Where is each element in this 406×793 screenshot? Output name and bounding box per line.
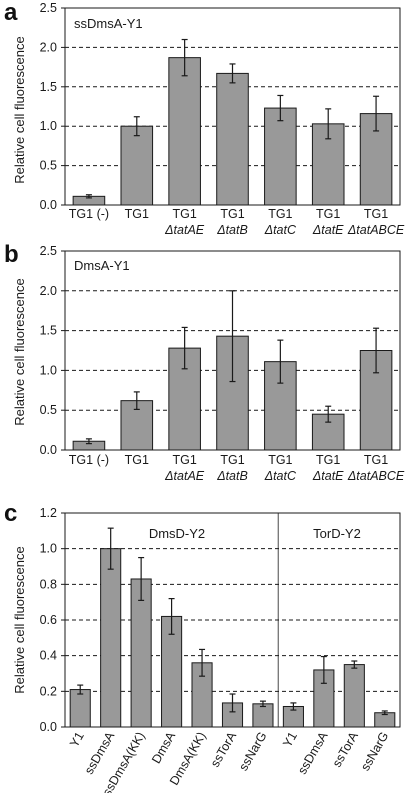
bar	[120, 125, 154, 206]
category-label: Y1	[280, 729, 300, 749]
panel-a-ylabel: Relative cell fluorescence	[12, 36, 27, 183]
category-label: TG1	[125, 453, 149, 467]
y-tick-label: 2.5	[40, 1, 57, 15]
y-tick-label: 0.8	[40, 577, 57, 591]
y-tick-label: 0.0	[40, 720, 57, 734]
category-label: TG1	[316, 453, 340, 467]
category-sublabel: ΔtatABCE	[347, 469, 405, 483]
y-tick-label: 1.0	[40, 119, 57, 133]
category-label: TG1	[125, 207, 149, 221]
category-sublabel: ΔtatE	[312, 469, 344, 483]
bar	[343, 664, 365, 728]
bar	[100, 548, 122, 728]
category-label: TG1	[364, 207, 388, 221]
y-tick-label: 2.0	[40, 284, 57, 298]
category-label: TG1	[220, 207, 244, 221]
y-tick-label: 0.2	[40, 684, 57, 698]
bar	[69, 689, 91, 728]
category-sublabel: ΔtatC	[264, 223, 297, 237]
bar	[264, 107, 297, 206]
y-tick-label: 0.4	[40, 649, 57, 663]
y-tick-label: 1.0	[40, 542, 57, 556]
y-tick-label: 1.5	[40, 324, 57, 338]
panel-a-label: a	[4, 0, 18, 26]
y-tick-label: 1.2	[40, 506, 57, 520]
category-label: ssNarG	[236, 730, 269, 774]
bar	[130, 578, 152, 728]
category-sublabel: ΔtatABCE	[347, 223, 405, 237]
category-label: TG1	[172, 453, 196, 467]
category-label: TG1	[268, 453, 292, 467]
category-sublabel: ΔtatAE	[164, 469, 205, 483]
panel-b-title: DmsA-Y1	[74, 258, 130, 273]
category-label: ssTorA	[330, 729, 362, 770]
panel-a: a ssDmsA-Y1 Relative cell fluorescence 0…	[4, 0, 405, 237]
panel-c-label: c	[4, 500, 17, 527]
category-sublabel: ΔtatB	[216, 223, 248, 237]
category-label: TG1	[364, 453, 388, 467]
category-label: ssTorA	[208, 729, 240, 770]
bar	[168, 57, 201, 206]
y-tick-label: 0.6	[40, 613, 57, 627]
category-label: Y1	[67, 729, 87, 749]
category-label: TG1	[268, 207, 292, 221]
category-sublabel: ΔtatE	[312, 223, 344, 237]
panel-b-ylabel: Relative cell fluorescence	[12, 278, 27, 425]
panel-a-title: ssDmsA-Y1	[74, 16, 143, 31]
category-sublabel: ΔtatB	[216, 469, 248, 483]
y-tick-label: 2.0	[40, 40, 57, 54]
panel-b-label: b	[4, 241, 19, 268]
category-sublabel: ΔtatC	[264, 469, 297, 483]
category-sublabel: ΔtatAE	[164, 223, 205, 237]
bar	[216, 72, 249, 206]
category-label: TG1 (-)	[69, 453, 109, 467]
y-tick-label: 0.0	[40, 443, 57, 457]
y-tick-label: 1.0	[40, 363, 57, 377]
y-tick-label: 0.5	[40, 403, 57, 417]
panel-c-group-title-tord: TorD-Y2	[313, 526, 361, 541]
y-tick-label: 2.5	[40, 244, 57, 258]
category-label: TG1 (-)	[69, 207, 109, 221]
category-label: DmsA	[149, 729, 178, 766]
panel-c-ylabel: Relative cell fluorescence	[12, 546, 27, 693]
y-tick-label: 1.5	[40, 80, 57, 94]
panel-c: c DmsD-Y2 TorD-Y2 Relative cell fluoresc…	[4, 500, 401, 793]
category-label: ssNarG	[358, 730, 391, 774]
y-tick-label: 0.0	[40, 198, 57, 212]
category-label: TG1	[316, 207, 340, 221]
category-label: TG1	[220, 453, 244, 467]
category-label: TG1	[172, 207, 196, 221]
panel-c-group-title-dmsd: DmsD-Y2	[149, 526, 205, 541]
bar	[252, 703, 274, 728]
y-tick-label: 0.5	[40, 159, 57, 173]
category-label: ssDmsA	[295, 729, 331, 777]
panel-b: b DmsA-Y1 Relative cell fluorescence 0.0…	[4, 241, 405, 483]
